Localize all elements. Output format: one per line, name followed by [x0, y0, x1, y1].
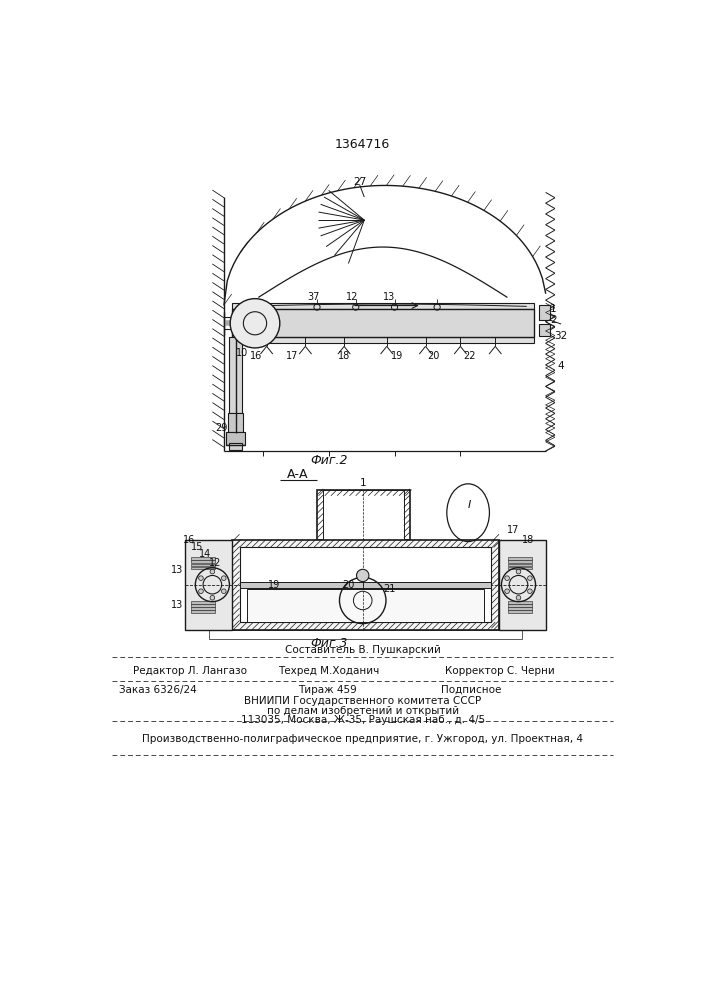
Bar [240, 582, 491, 588]
Text: 37: 37 [307, 292, 320, 302]
Text: Фиг.3: Фиг.3 [310, 637, 347, 650]
Bar [247, 589, 484, 622]
Text: 14: 14 [199, 549, 211, 559]
Text: 13: 13 [172, 565, 184, 575]
Text: 16: 16 [183, 535, 195, 545]
Text: 19: 19 [391, 351, 403, 361]
Text: 20: 20 [343, 580, 355, 590]
Circle shape [505, 576, 510, 580]
Circle shape [199, 589, 204, 594]
Bar [317, 490, 410, 540]
Text: 1364716: 1364716 [335, 138, 390, 151]
Text: 12: 12 [346, 292, 358, 302]
Bar [508, 564, 532, 566]
Text: 1: 1 [550, 304, 556, 314]
Bar [508, 557, 532, 560]
Text: 15: 15 [191, 542, 203, 552]
Bar [192, 604, 215, 607]
Bar [508, 601, 532, 604]
Bar [240, 547, 491, 622]
Bar [499, 540, 546, 630]
Bar [228, 413, 243, 432]
Bar [508, 607, 532, 610]
Circle shape [221, 589, 226, 594]
Bar [226, 432, 245, 445]
Text: 12: 12 [209, 558, 221, 568]
Text: ВНИИПИ Государственного комитета СССР: ВНИИПИ Государственного комитета СССР [244, 696, 481, 706]
Text: 32: 32 [554, 331, 568, 341]
Text: 13: 13 [172, 600, 184, 610]
Bar [232, 540, 499, 630]
Text: I: I [468, 500, 472, 510]
Text: 2: 2 [550, 315, 556, 325]
Circle shape [356, 569, 369, 582]
Bar [232, 309, 534, 337]
Text: Техред М.Ходанич: Техред М.Ходанич [279, 666, 380, 676]
Text: Корректор С. Черни: Корректор С. Черни [445, 666, 554, 676]
Text: по делам изобретений и открытий: по делам изобретений и открытий [267, 706, 459, 716]
Text: 113035, Москва, Ж-35, Раушская наб., д. 4/5: 113035, Москва, Ж-35, Раушская наб., д. … [240, 715, 485, 725]
Text: 20: 20 [427, 351, 440, 361]
Circle shape [527, 576, 532, 580]
Text: 1: 1 [360, 478, 367, 488]
Bar [192, 567, 215, 569]
Text: 10: 10 [235, 348, 248, 358]
Text: 16: 16 [250, 351, 262, 361]
Bar [508, 610, 532, 613]
Circle shape [527, 589, 532, 594]
Bar [209, 630, 522, 639]
Text: 17: 17 [507, 525, 519, 535]
Text: Заказ 6326/24: Заказ 6326/24 [119, 685, 197, 695]
Bar [508, 567, 532, 569]
Circle shape [210, 569, 215, 574]
Bar [323, 490, 404, 540]
Text: 21: 21 [384, 584, 396, 594]
Bar [192, 607, 215, 610]
Bar [192, 610, 215, 613]
Circle shape [516, 595, 521, 600]
Bar [230, 443, 242, 450]
Text: Производственно-полиграфическое предприятие, г. Ужгород, ул. Проектная, 4: Производственно-полиграфическое предприя… [142, 734, 583, 744]
Text: 22: 22 [463, 351, 476, 361]
Text: 19: 19 [268, 580, 281, 590]
Bar [230, 337, 242, 413]
Bar [192, 557, 215, 560]
Text: 29: 29 [216, 423, 228, 433]
Text: 18: 18 [338, 351, 350, 361]
Text: Редактор Л. Лангазо: Редактор Л. Лангазо [132, 666, 247, 676]
Bar [508, 560, 532, 563]
Text: Фиг.2: Фиг.2 [310, 454, 347, 467]
Text: 18: 18 [522, 535, 534, 545]
Bar [232, 303, 534, 309]
Text: 4: 4 [558, 361, 564, 371]
Circle shape [199, 576, 204, 580]
Bar [192, 601, 215, 604]
Text: 17: 17 [286, 351, 298, 361]
Text: Тираж 459: Тираж 459 [298, 685, 356, 695]
Text: 27: 27 [353, 177, 366, 187]
Circle shape [210, 595, 215, 600]
Bar [508, 604, 532, 607]
Bar [539, 324, 550, 336]
Circle shape [505, 589, 510, 594]
Text: 13: 13 [383, 292, 395, 302]
Bar [539, 305, 550, 320]
Bar [192, 560, 215, 563]
Bar [192, 564, 215, 566]
Circle shape [516, 569, 521, 574]
Circle shape [230, 299, 280, 348]
Text: Составитель В. Пушкарский: Составитель В. Пушкарский [285, 645, 440, 655]
Circle shape [221, 576, 226, 580]
Bar [232, 337, 534, 343]
Text: Подписное: Подписное [441, 685, 501, 695]
Bar [185, 540, 232, 630]
Text: А-А: А-А [287, 468, 308, 481]
